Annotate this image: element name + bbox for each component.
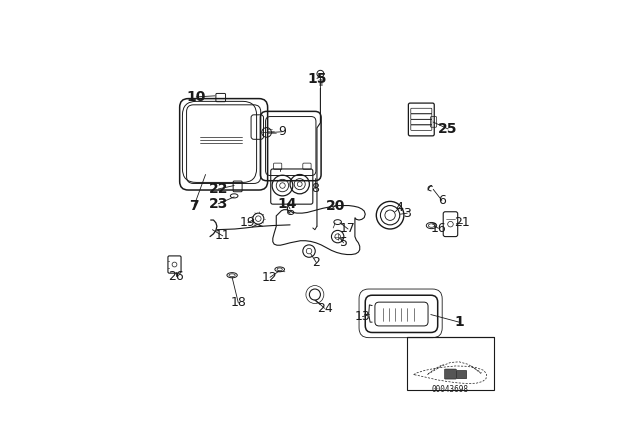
FancyBboxPatch shape [457,370,467,379]
Text: 3: 3 [403,207,412,220]
Text: 22: 22 [209,182,228,196]
Text: 1: 1 [454,315,464,329]
Text: 7: 7 [189,198,199,212]
Text: 25: 25 [438,122,458,136]
Text: 2: 2 [312,256,320,269]
Text: 12: 12 [262,271,278,284]
Text: 16: 16 [431,222,446,235]
Text: 4: 4 [396,201,404,214]
Text: 20: 20 [326,198,345,212]
Text: 6: 6 [438,194,446,207]
Text: 5: 5 [340,236,348,249]
Text: 17: 17 [340,223,356,236]
Text: 21: 21 [454,216,470,229]
Text: 26: 26 [168,270,184,283]
Bar [407,336,493,390]
Text: 18: 18 [230,296,246,309]
FancyBboxPatch shape [445,369,456,379]
Text: 13: 13 [355,310,371,323]
Text: 00043698: 00043698 [432,384,469,393]
Text: 14: 14 [278,197,297,211]
Text: 15: 15 [307,72,326,86]
Text: 11: 11 [215,229,230,242]
Text: 9: 9 [278,125,287,138]
Text: 10: 10 [186,90,206,104]
Text: 23: 23 [209,197,228,211]
Text: 19: 19 [240,216,256,229]
Text: 24: 24 [317,302,332,315]
Text: 8: 8 [311,182,319,195]
